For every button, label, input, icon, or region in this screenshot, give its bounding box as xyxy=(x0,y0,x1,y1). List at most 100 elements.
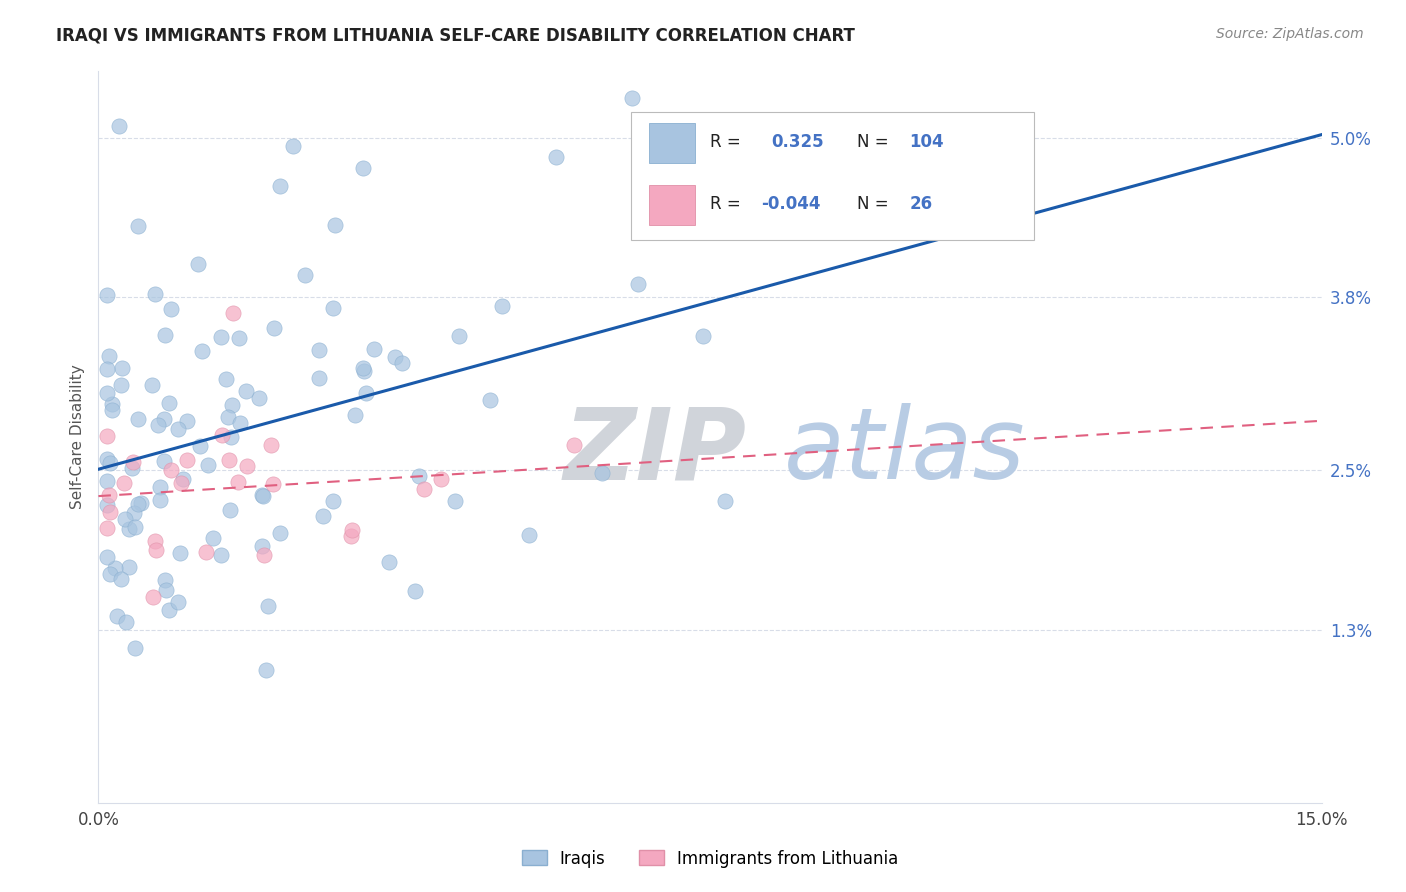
Point xyxy=(127,412,149,426)
Point xyxy=(283,139,305,153)
Point xyxy=(124,506,146,520)
Point xyxy=(429,472,451,486)
Point xyxy=(104,560,127,574)
Point xyxy=(211,428,233,442)
Point xyxy=(155,327,177,342)
Point xyxy=(96,549,118,564)
Point xyxy=(176,414,198,428)
Point xyxy=(478,392,501,407)
Point xyxy=(101,397,124,411)
Point xyxy=(176,452,198,467)
Point xyxy=(124,640,146,655)
Point xyxy=(122,455,145,469)
Point xyxy=(865,221,887,235)
Point xyxy=(149,480,172,494)
Point xyxy=(308,343,330,357)
FancyBboxPatch shape xyxy=(630,112,1035,240)
Point xyxy=(121,461,143,475)
Point xyxy=(257,599,280,614)
Point xyxy=(627,277,650,292)
Point xyxy=(96,429,118,443)
Point xyxy=(96,474,118,488)
Point xyxy=(114,512,136,526)
Point xyxy=(96,385,118,400)
Point xyxy=(152,453,174,467)
Point xyxy=(169,475,191,490)
Point xyxy=(142,590,165,604)
Point xyxy=(228,331,250,345)
Y-axis label: Self-Care Disability: Self-Care Disability xyxy=(70,365,86,509)
Point xyxy=(129,496,152,510)
Point xyxy=(269,525,291,540)
Text: atlas: atlas xyxy=(783,403,1025,500)
Point xyxy=(118,522,141,536)
Point xyxy=(219,429,242,443)
Point xyxy=(172,472,194,486)
Point xyxy=(127,219,149,233)
Point xyxy=(263,321,285,335)
Text: Source: ZipAtlas.com: Source: ZipAtlas.com xyxy=(1216,27,1364,41)
Point xyxy=(152,412,174,426)
Point xyxy=(412,482,434,496)
Point xyxy=(344,408,367,422)
Point xyxy=(98,349,121,363)
Point xyxy=(218,453,240,467)
Point xyxy=(692,329,714,343)
Point xyxy=(100,456,122,470)
Point xyxy=(187,257,209,271)
Point xyxy=(96,498,118,512)
Bar xyxy=(648,122,696,163)
Point xyxy=(209,548,232,562)
Point xyxy=(166,422,188,436)
Point xyxy=(254,663,277,677)
Point xyxy=(105,608,128,623)
Point xyxy=(363,342,385,356)
Point xyxy=(322,301,344,315)
Point xyxy=(354,386,377,401)
Text: 26: 26 xyxy=(910,195,932,213)
Point xyxy=(96,362,118,376)
Point xyxy=(544,149,567,163)
Point xyxy=(112,475,135,490)
Point xyxy=(252,489,274,503)
Point xyxy=(449,329,471,343)
Point xyxy=(143,533,166,548)
Point xyxy=(110,378,132,392)
Point xyxy=(209,330,232,344)
Point xyxy=(253,549,276,563)
Point xyxy=(250,539,273,553)
Point xyxy=(124,520,146,534)
Point xyxy=(404,584,426,599)
Point xyxy=(157,602,180,616)
Point xyxy=(114,615,136,629)
Point xyxy=(491,299,513,313)
Text: 0.325: 0.325 xyxy=(772,133,824,152)
Point xyxy=(97,488,120,502)
Point xyxy=(517,528,540,542)
Point xyxy=(229,416,252,430)
Point xyxy=(716,177,738,191)
Point xyxy=(159,463,181,477)
Point xyxy=(236,458,259,473)
Point xyxy=(159,301,181,316)
Point xyxy=(146,418,169,433)
Point xyxy=(118,560,141,574)
Point xyxy=(157,396,180,410)
Point xyxy=(591,466,613,480)
Point xyxy=(352,361,374,376)
Point xyxy=(155,574,177,588)
Point xyxy=(269,179,291,194)
Text: R =: R = xyxy=(710,195,741,213)
Point xyxy=(215,372,238,386)
Point xyxy=(191,344,214,359)
Point xyxy=(141,378,163,392)
Point xyxy=(311,509,333,524)
Point xyxy=(202,531,225,545)
Point xyxy=(110,573,132,587)
Point xyxy=(352,161,374,176)
Point xyxy=(188,439,211,453)
Point xyxy=(322,494,344,508)
Point xyxy=(294,268,316,282)
Point xyxy=(249,391,271,405)
Point xyxy=(714,494,737,508)
